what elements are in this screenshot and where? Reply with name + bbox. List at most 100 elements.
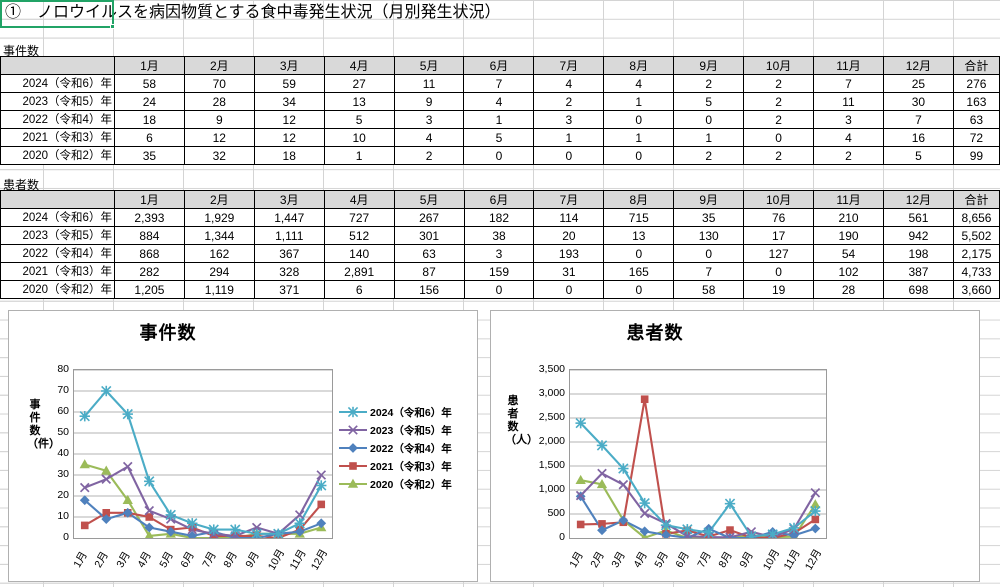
chart-patients[interactable]: 患者数 患者数（人） 0 500 1,000 1,500 2,000 2,500 3,000… xyxy=(490,310,980,582)
series-point-2020（令和2）年-1月 xyxy=(575,474,586,484)
cell-cases-month-7: 3 xyxy=(533,110,605,129)
y-tick-label: 500 xyxy=(547,507,565,519)
cell-patients-month-4: 727 xyxy=(323,208,395,227)
series-point-2023（令和5）年-12月 xyxy=(316,470,327,480)
cell-patients-month-4: 6 xyxy=(323,280,395,299)
legend-label: 2024（令和6）年 xyxy=(370,406,452,419)
series-point-2022（令和4）年-3月 xyxy=(122,507,133,518)
x-tick-label: 7月 xyxy=(694,549,714,570)
x-tick-label: 1月 xyxy=(566,549,586,570)
cell-cases-month-8: 4 xyxy=(603,74,675,93)
series-point-2022（令和4）年-8月 xyxy=(725,533,735,538)
series-point-2022（令和4）年-4月 xyxy=(639,526,650,537)
cell-patients-month-2: 1,929 xyxy=(183,208,255,227)
series-point-2023（令和5）年-1月 xyxy=(79,482,90,493)
row-header-year: 2022（令和4）年 xyxy=(0,110,115,129)
legend-item-2023（令和5）年[interactable]: 2023（令和5）年 xyxy=(339,421,452,439)
x-tick-label: 12月 xyxy=(309,547,331,573)
x-tick-label: 11月 xyxy=(287,547,309,573)
active-cell-selection[interactable] xyxy=(0,0,115,29)
cell-patients-month-1: 2,393 xyxy=(113,208,185,227)
series-point-2022（令和4）年-11月 xyxy=(789,530,799,538)
column-header-month-7: 7月 xyxy=(533,56,605,75)
series-point-2024（令和6）年-7月 xyxy=(703,527,714,538)
cell-patients-month-2: 1,119 xyxy=(183,280,255,299)
column-header-month-3: 3月 xyxy=(253,190,325,209)
series-point-2020（令和2）年-4月 xyxy=(145,530,154,538)
row-header-year: 2023（令和5）年 xyxy=(0,226,115,245)
cell-patients-total: 4,733 xyxy=(952,262,1000,281)
cell-cases-month-5: 9 xyxy=(393,92,465,111)
table-row: 2021（令和3）年 282 294 328 2,891 87 159 31 165 7 0 102 3… xyxy=(0,262,1000,281)
cell-patients-month-12: 198 xyxy=(883,244,954,263)
cell-patients-month-3: 1,447 xyxy=(253,208,325,227)
cell-cases-month-6: 4 xyxy=(463,92,535,111)
column-header-month-4: 4月 xyxy=(323,56,395,75)
cell-cases-month-7: 4 xyxy=(533,74,605,93)
series-point-2024（令和6）年-3月 xyxy=(618,463,629,474)
cell-cases-month-11: 2 xyxy=(813,146,884,165)
cell-patients-month-10: 17 xyxy=(743,226,815,245)
legend-item-2020（令和2）年[interactable]: 2020（令和2）年 xyxy=(339,475,452,493)
row-header-year: 2023（令和5）年 xyxy=(0,92,115,111)
cell-cases-month-6: 0 xyxy=(463,146,535,165)
cell-patients-month-8: 715 xyxy=(603,208,675,227)
cell-patients-month-7: 193 xyxy=(533,244,605,263)
row-header-year: 2021（令和3）年 xyxy=(0,128,115,147)
table-row: 2024（令和6）年 2,393 1,929 1,447 727 267 182 114 715… xyxy=(0,208,1000,227)
y-tick-label: 2,500 xyxy=(538,411,565,423)
series-point-2022（令和4）年-11月 xyxy=(294,526,305,537)
table-row: 2021（令和3）年 6 12 12 10 4 5 1 1 1 0 4 16 72 xyxy=(0,128,1000,147)
x-tick-label: 5月 xyxy=(157,549,176,570)
series-point-2023（令和5）年-4月 xyxy=(639,508,650,519)
cell-patients-month-11: 54 xyxy=(813,244,884,263)
column-header-month-8: 8月 xyxy=(603,56,675,75)
y-tick-label: 3,000 xyxy=(538,387,565,399)
x-tick-label: 10月 xyxy=(266,547,288,573)
legend-item-2022（令和4）年[interactable]: 2022（令和4）年 xyxy=(339,439,452,457)
patients-section-caption: 患者数 xyxy=(3,178,40,192)
x-tick-label: 9月 xyxy=(243,549,262,570)
legend-marker-cross-icon xyxy=(339,423,367,437)
column-header-month-1: 1月 xyxy=(113,56,185,75)
x-tick-label: 3月 xyxy=(114,549,133,570)
cell-cases-month-11: 7 xyxy=(813,74,884,93)
cell-patients-month-6: 159 xyxy=(463,262,535,281)
cell-cases-month-1: 24 xyxy=(113,92,185,111)
cell-cases-month-12: 16 xyxy=(882,128,954,147)
y-tick-label: 0 xyxy=(559,531,565,543)
legend-item-2021（令和3）年[interactable]: 2021（令和3）年 xyxy=(339,457,452,475)
cell-cases-month-3: 34 xyxy=(253,92,325,111)
cell-patients-month-9: 58 xyxy=(673,280,745,299)
cell-cases-month-4: 10 xyxy=(323,128,395,147)
series-point-2024（令和6）年-12月 xyxy=(810,505,821,517)
cases-table[interactable]: 1月 2月 3月 4月 5月 6月 7月 8月 9月 10月 11月 12月 合計 2024（令和6）年… xyxy=(0,56,1000,165)
series-point-2024（令和6）年-1月 xyxy=(79,411,90,422)
series-point-2021（令和3）年-8月 xyxy=(726,526,734,534)
fill-handle[interactable] xyxy=(110,24,115,29)
cell-cases-month-5: 3 xyxy=(393,110,465,129)
chart-cases[interactable]: 事件数 事件数（件） 0 10 20 30 40 50 60 70 80 1月 2月 3月 4月 5月 6… xyxy=(8,310,478,582)
cell-cases-month-4: 1 xyxy=(323,146,395,165)
cell-patients-month-6: 0 xyxy=(463,280,535,299)
series-point-2022（令和4）年-2月 xyxy=(597,525,607,536)
series-point-2021（令和3）年-12月 xyxy=(317,500,326,509)
cell-cases-month-9: 5 xyxy=(673,92,745,111)
patients-table[interactable]: 1月 2月 3月 4月 5月 6月 7月 8月 9月 10月 11月 12月 合計 2024（令和6）年… xyxy=(0,190,1000,299)
cell-cases-month-5: 11 xyxy=(393,74,465,93)
cell-patients-month-11: 210 xyxy=(813,208,884,227)
cell-patients-month-1: 1,205 xyxy=(113,280,185,299)
cell-patients-month-4: 140 xyxy=(323,244,395,263)
chart-cases-x-ticks: 1月 2月 3月 4月 5月 6月 7月 8月 9月 10月 11月 12月 xyxy=(71,542,333,582)
column-header-month-11: 11月 xyxy=(813,56,884,75)
series-point-2023（令和5）年-2月 xyxy=(101,474,112,485)
cell-patients-month-7: 20 xyxy=(533,226,605,245)
legend-item-2024（令和6）年[interactable]: 2024（令和6）年 xyxy=(339,403,452,421)
cell-patients-month-9: 7 xyxy=(673,262,745,281)
cell-patients-total: 3,660 xyxy=(952,280,1000,299)
cell-cases-month-12: 7 xyxy=(882,110,954,129)
series-point-2023（令和5）年-4月 xyxy=(144,505,155,516)
x-tick-label: 10月 xyxy=(760,547,782,573)
series-point-2022（令和4）年-3月 xyxy=(618,515,629,526)
cell-cases-total: 276 xyxy=(952,74,1000,93)
